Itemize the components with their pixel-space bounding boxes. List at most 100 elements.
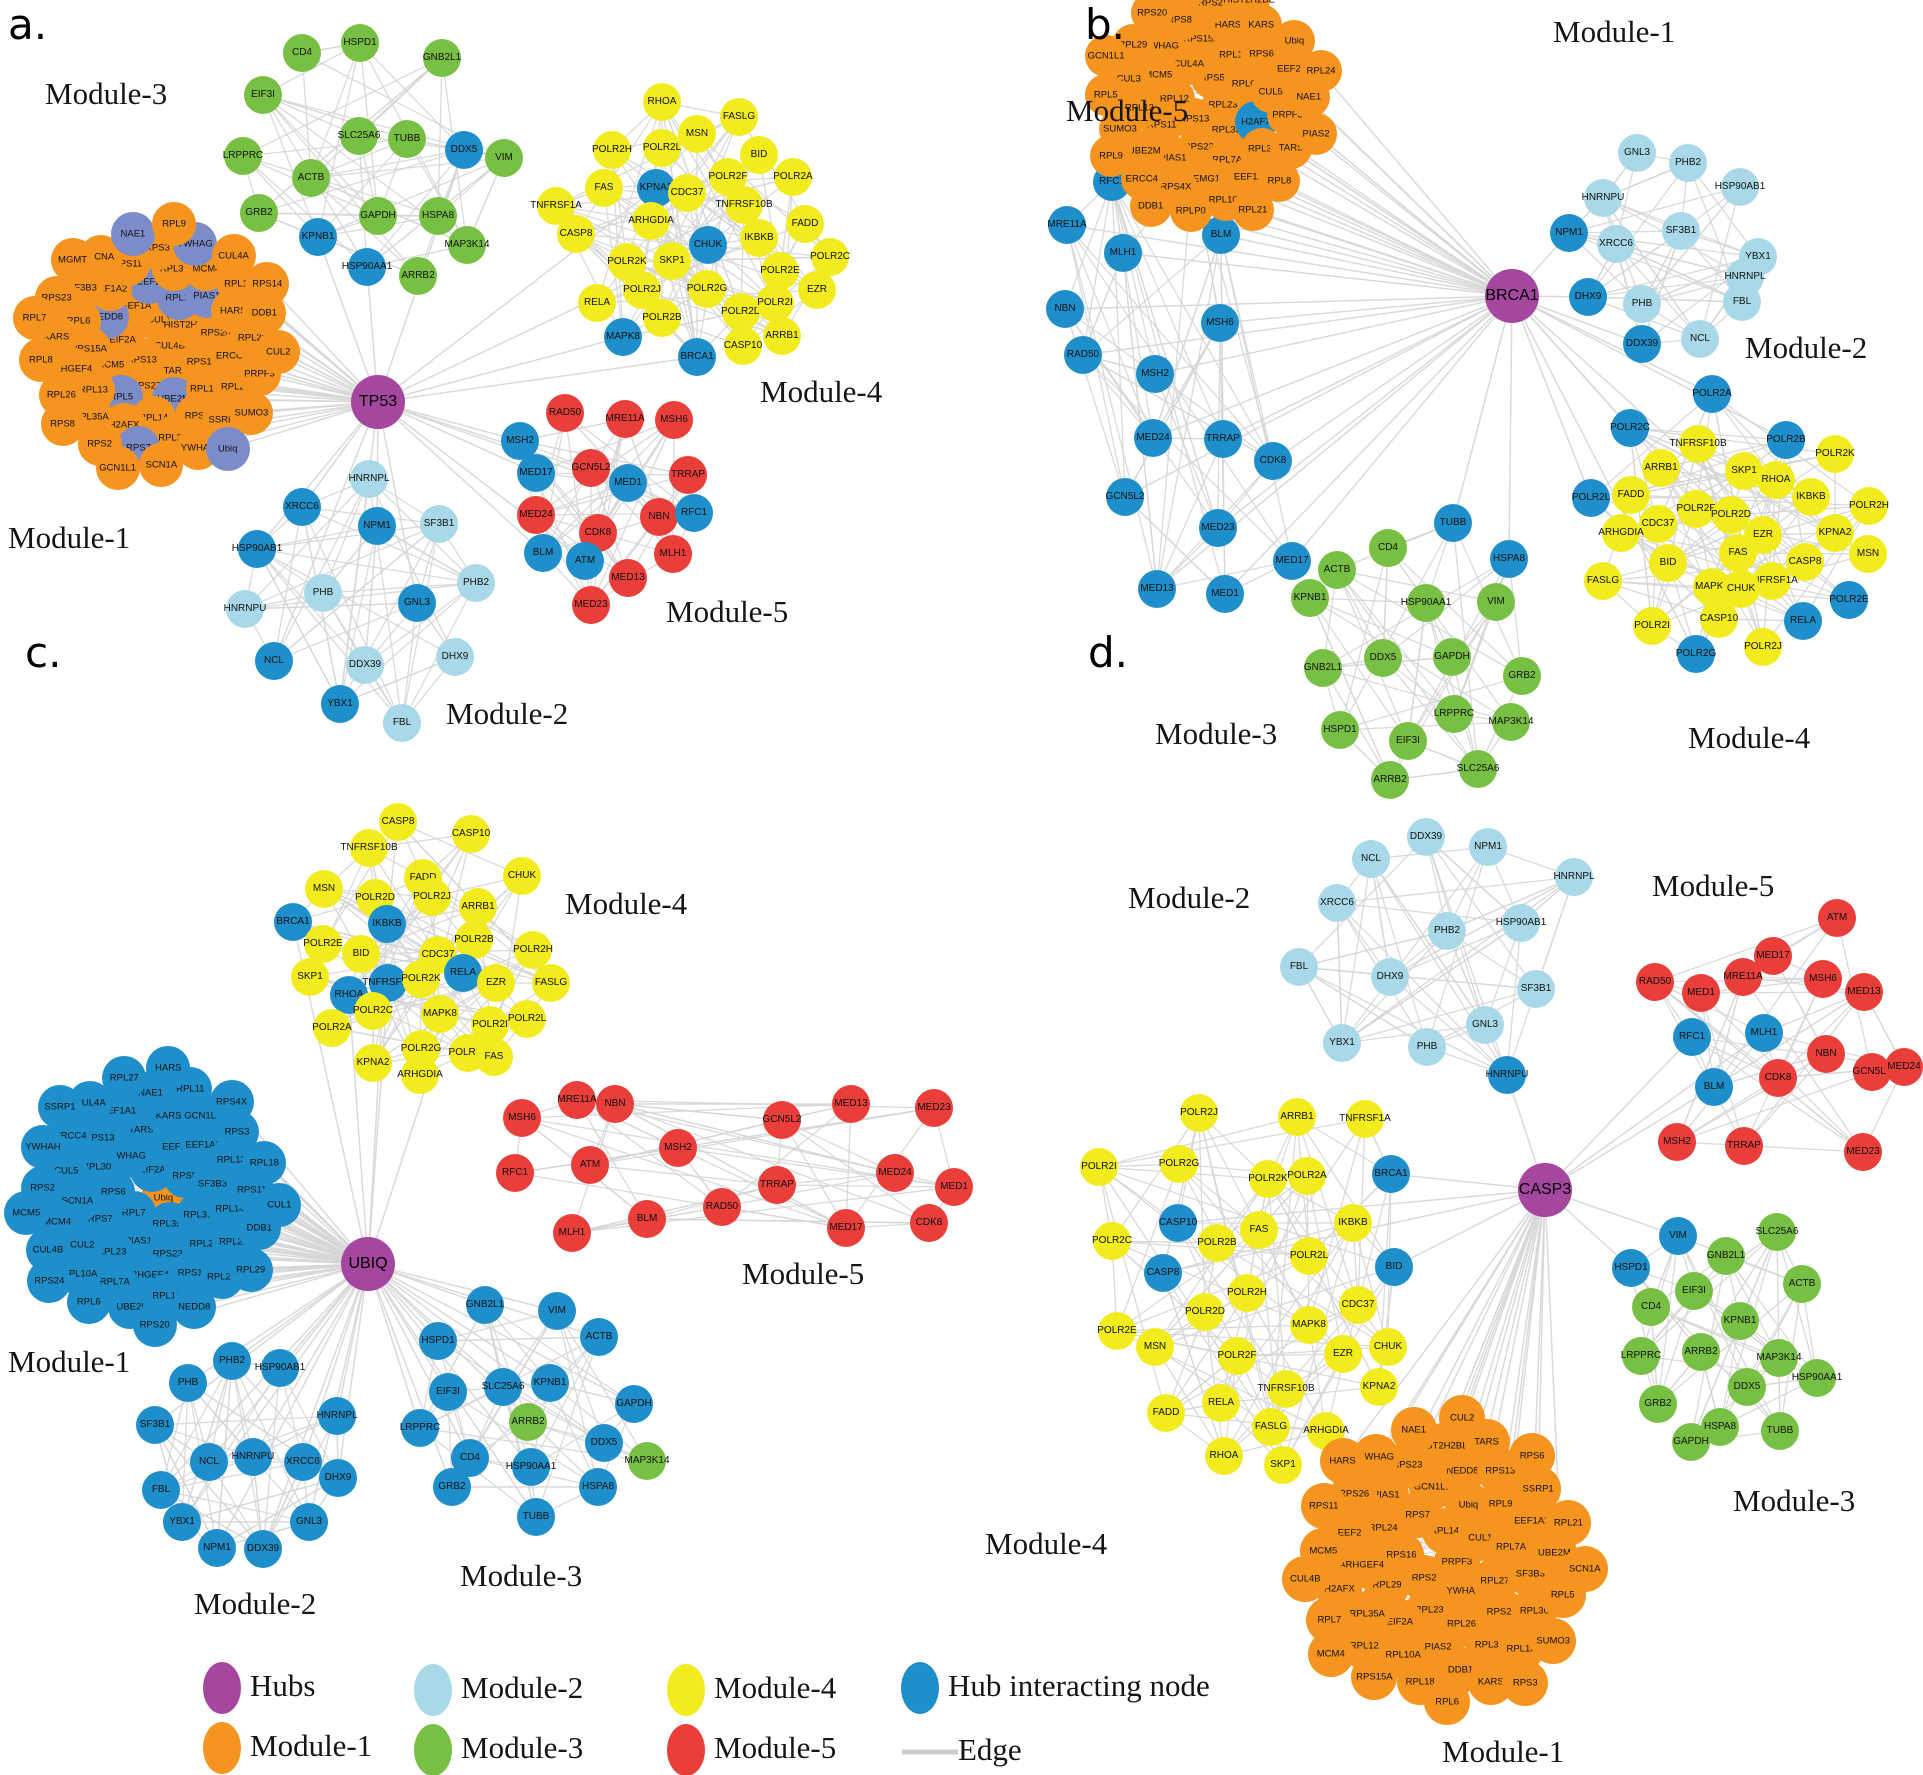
node-polr2d[interactable]: POLR2D	[1711, 496, 1751, 534]
node-rpl29[interactable]: RPL29	[228, 1247, 273, 1292]
node-eif3i[interactable]: EIF3I	[1675, 1272, 1713, 1310]
node-slc25a6[interactable]: SLC25A6	[338, 117, 380, 155]
node-tubb[interactable]: TUBB	[1761, 1412, 1799, 1450]
node-lrpprc[interactable]: LRPPRC	[1621, 1337, 1661, 1375]
node-polr2i[interactable]: POLR2I	[1080, 1148, 1118, 1186]
node-ybx1[interactable]: YBX1	[321, 685, 359, 723]
node-sumo3[interactable]: SUMO3	[1530, 1617, 1577, 1664]
node-faslg[interactable]: FASLG	[1584, 562, 1622, 600]
node-hnrnpl[interactable]: HNRNPL	[316, 1397, 358, 1435]
node-scn1a[interactable]: SCN1A	[139, 443, 184, 488]
node-brca1[interactable]: BRCA1	[1372, 1155, 1410, 1193]
node-slc25a6[interactable]: SLC25A6	[1457, 750, 1499, 788]
node-cd4[interactable]: CD4	[1632, 1288, 1670, 1326]
node-polr2f[interactable]: POLR2F	[1218, 1337, 1256, 1375]
node-ncl[interactable]: NCL	[1681, 320, 1719, 358]
node-casp10[interactable]: CASP10	[452, 815, 490, 853]
node-gnb2l1[interactable]: GNB2L1	[1707, 1237, 1745, 1275]
node-med23[interactable]: MED23	[915, 1089, 953, 1127]
node-arhgdia[interactable]: ARHGDIA	[628, 202, 674, 240]
node-ncl[interactable]: NCL	[190, 1443, 228, 1481]
node-casp8[interactable]: CASP8	[1786, 543, 1824, 581]
node-casp8[interactable]: CASP8	[1144, 1254, 1182, 1292]
node-med13[interactable]: MED13	[832, 1085, 870, 1123]
node-mlh1[interactable]: MLH1	[1745, 1014, 1783, 1052]
node-polr2j[interactable]: POLR2J	[413, 878, 451, 916]
node-med13[interactable]: MED13	[1138, 570, 1176, 608]
node-cdc37[interactable]: CDC37	[668, 174, 706, 212]
node-polr2i[interactable]: POLR2I	[756, 284, 794, 322]
node-arrb1[interactable]: ARRB1	[459, 888, 497, 926]
node-msh2[interactable]: MSH2	[1658, 1123, 1696, 1161]
node-rhoa[interactable]: RHOA	[1205, 1437, 1243, 1475]
node-rpl8[interactable]: RPL8	[18, 338, 63, 383]
node-polr2l[interactable]: POLR2L	[643, 129, 681, 167]
node-polr2c[interactable]: POLR2C	[1092, 1222, 1132, 1260]
node-faslg[interactable]: FASLG	[1252, 1408, 1290, 1446]
node-lrpprc[interactable]: LRPPRC	[400, 1409, 440, 1447]
node-msh6[interactable]: MSH6	[1804, 960, 1842, 998]
node-hsp90ab1[interactable]: HSP90AB1	[1715, 168, 1765, 206]
node-rela[interactable]: RELA	[578, 284, 616, 322]
node-slc25a6[interactable]: SLC25A6	[1756, 1213, 1798, 1251]
node-mre11a[interactable]: MRE11A	[1723, 958, 1763, 996]
node-gnl3[interactable]: GNL3	[398, 584, 436, 622]
node-tnfrsf10b[interactable]: TNFRSF10B	[1257, 1370, 1315, 1408]
node-polr2g[interactable]: POLR2G	[687, 270, 727, 308]
node-arrb2[interactable]: ARRB2	[399, 257, 437, 295]
node-cul2[interactable]: CUL2	[1439, 1394, 1486, 1441]
node-polr2i[interactable]: POLR2I	[1633, 607, 1671, 645]
node-hsp90aa1[interactable]: HSP90AA1	[1792, 1359, 1842, 1397]
node-mcm5[interactable]: MCM5	[4, 1191, 49, 1236]
node-msh6[interactable]: MSH6	[1201, 304, 1239, 342]
node-lrpprc[interactable]: LRPPRC	[1434, 695, 1474, 733]
node-med17[interactable]: MED17	[517, 454, 555, 492]
node-arrb2[interactable]: ARRB2	[1682, 1333, 1720, 1371]
node-sf3b1[interactable]: SF3B1	[1517, 970, 1555, 1008]
node-cdk8[interactable]: CDK8	[910, 1204, 948, 1242]
node-nae1[interactable]: NAE1	[1390, 1406, 1437, 1453]
node-ybx1[interactable]: YBX1	[1323, 1024, 1361, 1062]
node-mapk8[interactable]: MAPK8	[604, 318, 642, 356]
node-lrpprc[interactable]: LRPPRC	[223, 137, 263, 175]
node-phb2[interactable]: PHB2	[1428, 912, 1466, 950]
node-hspd1[interactable]: HSPD1	[419, 1322, 457, 1360]
node-rpl24[interactable]: RPL24	[1300, 49, 1343, 92]
node-polr2k[interactable]: POLR2K	[1248, 1160, 1288, 1198]
node-grb2[interactable]: GRB2	[433, 1468, 471, 1506]
node-tnfrsf1a[interactable]: TNFRSF1A	[1339, 1100, 1391, 1138]
node-polr2e[interactable]: POLR2E	[1829, 581, 1869, 619]
node-brca1[interactable]: BRCA1	[678, 338, 716, 376]
node-rad50[interactable]: RAD50	[1064, 336, 1102, 374]
node-faslg[interactable]: FASLG	[720, 98, 758, 136]
node-hnrnpl[interactable]: HNRNPL	[1553, 858, 1595, 896]
node-med23[interactable]: MED23	[1199, 509, 1237, 547]
node-hsp90ab1[interactable]: HSP90AB1	[1496, 904, 1546, 942]
node-vim[interactable]: VIM	[1659, 1217, 1697, 1255]
node-hsp90aa1[interactable]: HSP90AA1	[342, 248, 392, 286]
node-gapdh[interactable]: GAPDH	[359, 197, 397, 235]
node-ddx39[interactable]: DDX39	[244, 1530, 282, 1568]
node-rpl21[interactable]: RPL21	[1231, 189, 1274, 232]
node-ezr[interactable]: EZR	[798, 271, 836, 309]
node-hars[interactable]: HARS	[146, 1045, 191, 1090]
node-dhx9[interactable]: DHX9	[436, 638, 474, 676]
node-eif3i[interactable]: EIF3I	[429, 1373, 467, 1411]
node-hsp90ab1[interactable]: HSP90AB1	[255, 1349, 305, 1387]
node-tnfrsf10b[interactable]: TNFRSF10B	[1669, 425, 1727, 463]
node-faslg[interactable]: FASLG	[532, 964, 570, 1002]
node-rps3[interactable]: RPS3	[1502, 1659, 1549, 1706]
node-tubb[interactable]: TUBB	[388, 120, 426, 158]
node-ezr[interactable]: EZR	[477, 964, 515, 1002]
hub-node-brca1[interactable]: BRCA1	[1485, 269, 1539, 323]
node-rhoa[interactable]: RHOA	[1757, 461, 1795, 499]
node-ezr[interactable]: EZR	[1324, 1335, 1362, 1373]
node-polr2a[interactable]: POLR2A	[1692, 375, 1732, 413]
node-gnb2l1[interactable]: GNB2L1	[1304, 649, 1342, 687]
node-rpl18[interactable]: RPL18	[242, 1140, 287, 1185]
node-xrcc6[interactable]: XRCC6	[1318, 884, 1356, 922]
node-arrb1[interactable]: ARRB1	[763, 317, 801, 355]
node-npm1[interactable]: NPM1	[1469, 828, 1507, 866]
node-gapdh[interactable]: GAPDH	[1672, 1423, 1710, 1461]
node-actb[interactable]: ACTB	[292, 159, 330, 197]
